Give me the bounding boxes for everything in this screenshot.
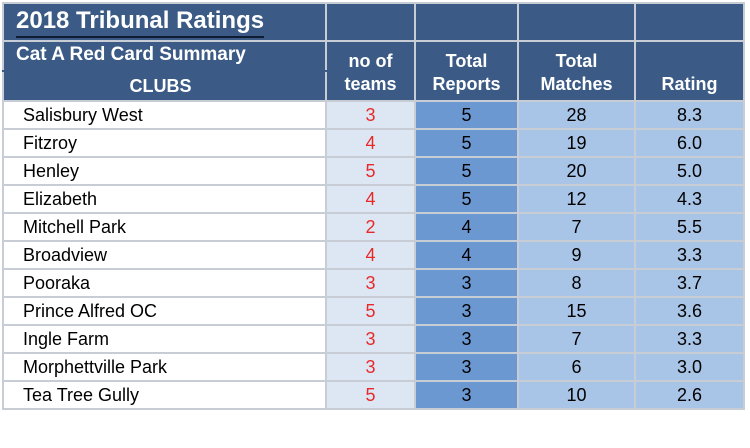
title-cell: 2018 Tribunal Ratings: [2, 2, 327, 42]
rating-value: 6.0: [634, 128, 745, 158]
matches-value: 19: [517, 128, 636, 158]
table-row: Broadview 4 4 9 3.3: [2, 240, 745, 270]
club-name: Prince Alfred OC: [2, 296, 327, 326]
club-name: Morphettville Park: [2, 352, 327, 382]
header-blank-cell: [517, 2, 636, 42]
reports-value: 5: [414, 184, 519, 214]
rating-value: 5.5: [634, 212, 745, 242]
reports-value: 3: [414, 324, 519, 354]
ratings-table: 2018 Tribunal Ratings Cat A Red Card Sum…: [2, 2, 745, 410]
rating-value: 5.0: [634, 156, 745, 186]
club-name: Henley: [2, 156, 327, 186]
reports-value: 3: [414, 296, 519, 326]
matches-value: 7: [517, 324, 636, 354]
page-title: 2018 Tribunal Ratings: [16, 6, 265, 38]
column-header-rating: Rating: [634, 40, 745, 102]
table-body: Salisbury West 3 5 28 8.3 Fitzroy 4 5 19…: [2, 100, 745, 410]
club-name: Fitzroy: [2, 128, 327, 158]
matches-value: 6: [517, 352, 636, 382]
reports-value: 5: [414, 128, 519, 158]
table-row: Mitchell Park 2 4 7 5.5: [2, 212, 745, 242]
table-row: Fitzroy 4 5 19 6.0: [2, 128, 745, 158]
rating-value: 3.3: [634, 240, 745, 270]
rating-value: 4.3: [634, 184, 745, 214]
teams-value: 4: [325, 184, 416, 214]
club-name: Pooraka: [2, 268, 327, 298]
rating-value: 8.3: [634, 100, 745, 130]
matches-value: 28: [517, 100, 636, 130]
reports-value: 3: [414, 352, 519, 382]
club-name: Broadview: [2, 240, 327, 270]
matches-value: 8: [517, 268, 636, 298]
rating-value: 3.3: [634, 324, 745, 354]
matches-value: 7: [517, 212, 636, 242]
column-header-reports: Total Reports: [414, 40, 519, 102]
rating-value: 2.6: [634, 380, 745, 410]
column-header-clubs: CLUBS: [2, 70, 327, 102]
table-row: Tea Tree Gully 5 3 10 2.6: [2, 380, 745, 410]
teams-value: 5: [325, 296, 416, 326]
column-header-teams: no of teams: [325, 40, 416, 102]
table-header: 2018 Tribunal Ratings Cat A Red Card Sum…: [2, 2, 745, 102]
teams-value: 5: [325, 380, 416, 410]
reports-value: 5: [414, 100, 519, 130]
rating-value: 3.0: [634, 352, 745, 382]
column-header-matches: Total Matches: [517, 40, 636, 102]
table-row: Henley 5 5 20 5.0: [2, 156, 745, 186]
table-row: Pooraka 3 3 8 3.7: [2, 268, 745, 298]
rating-value: 3.7: [634, 268, 745, 298]
teams-value: 5: [325, 156, 416, 186]
header-blank-cell: [325, 2, 416, 42]
reports-value: 4: [414, 240, 519, 270]
matches-value: 9: [517, 240, 636, 270]
header-blank-cell: [414, 2, 519, 42]
subtitle-cell: Cat A Red Card Summary: [2, 40, 327, 72]
teams-value: 3: [325, 268, 416, 298]
club-name: Ingle Farm: [2, 324, 327, 354]
clubs-label: CLUBS: [129, 75, 192, 96]
club-name: Elizabeth: [2, 184, 327, 214]
reports-value: 4: [414, 212, 519, 242]
table-row: Elizabeth 4 5 12 4.3: [2, 184, 745, 214]
matches-value: 15: [517, 296, 636, 326]
rating-value: 3.6: [634, 296, 745, 326]
reports-value: 3: [414, 380, 519, 410]
teams-value: 3: [325, 324, 416, 354]
header-blank-cell: [634, 2, 745, 42]
club-name: Mitchell Park: [2, 212, 327, 242]
teams-value: 4: [325, 128, 416, 158]
matches-value: 20: [517, 156, 636, 186]
subtitle: Cat A Red Card Summary: [16, 44, 246, 65]
matches-value: 10: [517, 380, 636, 410]
reports-value: 3: [414, 268, 519, 298]
table-row: Morphettville Park 3 3 6 3.0: [2, 352, 745, 382]
club-name: Salisbury West: [2, 100, 327, 130]
teams-value: 2: [325, 212, 416, 242]
matches-value: 12: [517, 184, 636, 214]
ratings-sheet: 2018 Tribunal Ratings Cat A Red Card Sum…: [2, 2, 745, 442]
reports-value: 5: [414, 156, 519, 186]
table-row: Ingle Farm 3 3 7 3.3: [2, 324, 745, 354]
table-row: Salisbury West 3 5 28 8.3: [2, 100, 745, 130]
teams-value: 3: [325, 100, 416, 130]
table-row: Prince Alfred OC 5 3 15 3.6: [2, 296, 745, 326]
teams-value: 3: [325, 352, 416, 382]
club-name: Tea Tree Gully: [2, 380, 327, 410]
teams-value: 4: [325, 240, 416, 270]
